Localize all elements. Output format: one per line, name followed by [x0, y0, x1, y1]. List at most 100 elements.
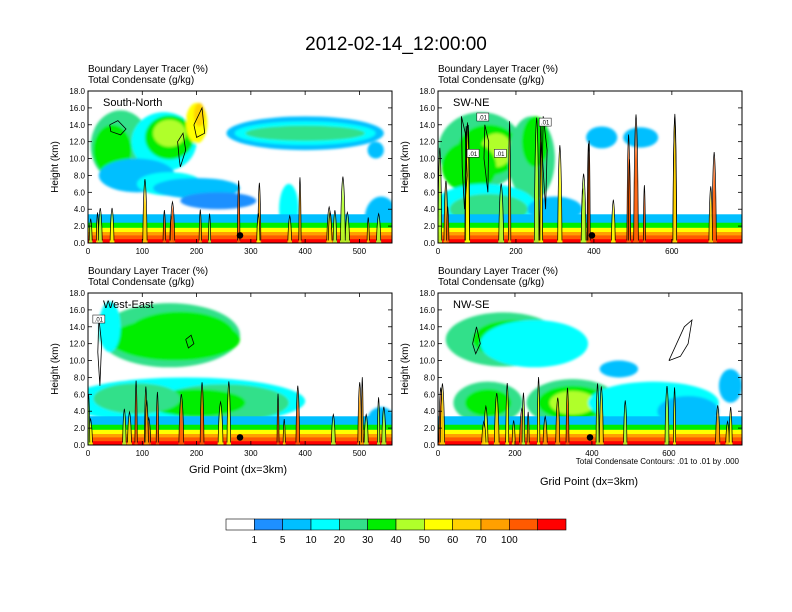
- condensate-contour: [628, 159, 631, 241]
- condensate-contour: [109, 207, 115, 241]
- plume: [97, 210, 103, 243]
- x-tick-label: 0: [436, 449, 441, 458]
- y-axis-label: Height (km): [400, 343, 411, 395]
- plume: [610, 202, 616, 243]
- plume: [595, 385, 600, 445]
- condensate-contour: [276, 393, 280, 443]
- plume: [282, 421, 286, 445]
- x-tick-label: 200: [508, 449, 522, 458]
- y-axis-label: Height (km): [50, 343, 61, 395]
- panel-header-tracer: Boundary Layer Tracer (%): [438, 64, 558, 75]
- colorbar-swatch: [480, 518, 510, 531]
- condensate-contour: [162, 209, 167, 241]
- plume: [542, 419, 548, 445]
- panel-header-condensate: Total Condensate (g/kg): [438, 75, 544, 86]
- colorbar-label: 70: [475, 535, 487, 546]
- x-tick-label: 100: [136, 449, 150, 458]
- figure-title: 2012-02-14_12:00:00: [305, 34, 487, 55]
- contour-label-box: [494, 149, 507, 158]
- panel-header-tracer: Boundary Layer Tracer (%): [88, 64, 208, 75]
- condensate-contour: [521, 392, 526, 443]
- plume: [708, 188, 714, 243]
- condensate-contour: [185, 334, 195, 349]
- panel-header-condensate: Total Condensate (g/kg): [88, 75, 194, 86]
- y-tick-label: 4.0: [74, 407, 86, 416]
- colorbar-label: 50: [419, 535, 431, 546]
- x-tick-label: 400: [585, 449, 599, 458]
- tracer-region: [367, 141, 384, 159]
- condensate-contour: [134, 380, 138, 443]
- colorbar-swatch: [367, 518, 397, 531]
- condensate-contour: [708, 186, 713, 241]
- plume: [498, 186, 505, 243]
- condensate-contour: [226, 381, 231, 443]
- y-tick-label: 14.0: [69, 323, 85, 332]
- plume: [598, 388, 604, 445]
- condensate-contour: [155, 391, 160, 443]
- colorbar-swatch: [509, 518, 538, 531]
- panel-3: Boundary Layer Tracer (%)Total Condensat…: [50, 266, 393, 458]
- condensate-contour: [565, 387, 570, 443]
- y-axis-label: Height (km): [400, 141, 411, 193]
- condensate-contour: [595, 383, 600, 443]
- contour-label: .01: [469, 152, 478, 158]
- y-tick-label: 0.0: [424, 239, 436, 248]
- condensate-contour: [555, 397, 561, 443]
- colorbar-swatch: [452, 518, 482, 531]
- plume: [715, 407, 721, 445]
- tracer-region: [599, 360, 639, 378]
- colorbar-swatch: [225, 518, 255, 531]
- plume: [169, 204, 176, 243]
- condensate-contour: [193, 106, 206, 138]
- colorbar-label: 30: [362, 535, 374, 546]
- plume: [198, 212, 202, 243]
- contour-label-box: [538, 117, 552, 127]
- plume: [332, 212, 338, 243]
- plume: [109, 210, 115, 243]
- boundary-layer-band: [438, 441, 742, 445]
- plume: [508, 123, 512, 243]
- tracer-region: [245, 125, 365, 141]
- condensate-contour: [673, 387, 677, 443]
- condensate-contour: [536, 377, 541, 443]
- contour-label: .01: [95, 318, 104, 324]
- tracer-region: [549, 390, 596, 415]
- x-tick-label: 400: [298, 247, 312, 256]
- panels: Boundary Layer Tracer (%)Total Condensat…: [50, 64, 743, 458]
- plume: [162, 212, 167, 243]
- plume: [533, 120, 540, 243]
- plume: [226, 384, 232, 445]
- condensate-contour: [599, 386, 604, 443]
- contour-label: .01: [479, 116, 488, 122]
- panel-header-tracer: Boundary Layer Tracer (%): [438, 266, 558, 277]
- condensate-contour: [542, 116, 548, 210]
- contour-note: Total Condensate Contours: .01 to .01 by…: [576, 457, 740, 466]
- plume: [580, 176, 587, 243]
- condensate-contour: [88, 218, 93, 241]
- condensate-contour: [611, 199, 616, 241]
- colorbar-label: 10: [305, 535, 317, 546]
- condensate-contour: [344, 210, 350, 241]
- y-tick-label: 10.0: [69, 357, 85, 366]
- plume: [363, 416, 369, 445]
- plume: [672, 119, 678, 243]
- condensate-contour: [97, 208, 103, 241]
- y-tick-label: 4.0: [74, 205, 86, 214]
- condensate-contour: [376, 212, 382, 241]
- condensate-contour: [633, 114, 639, 241]
- plume: [623, 402, 628, 445]
- y-tick-label: 2.0: [74, 222, 86, 231]
- plume: [711, 154, 717, 243]
- plume: [344, 214, 351, 243]
- plot-frame: [437, 90, 743, 244]
- condensate-contour: [97, 318, 103, 386]
- condensate-contour: [539, 141, 543, 241]
- condensate-contour: [483, 124, 490, 193]
- plume: [88, 221, 93, 243]
- panel-4: Boundary Layer Tracer (%)Total Condensat…: [400, 266, 743, 458]
- y-tick-label: 8.0: [74, 171, 86, 180]
- condensate-contour: [511, 420, 516, 443]
- contour-label-box: [92, 314, 106, 324]
- condensate-contour: [144, 399, 149, 443]
- tracer-region: [480, 320, 589, 368]
